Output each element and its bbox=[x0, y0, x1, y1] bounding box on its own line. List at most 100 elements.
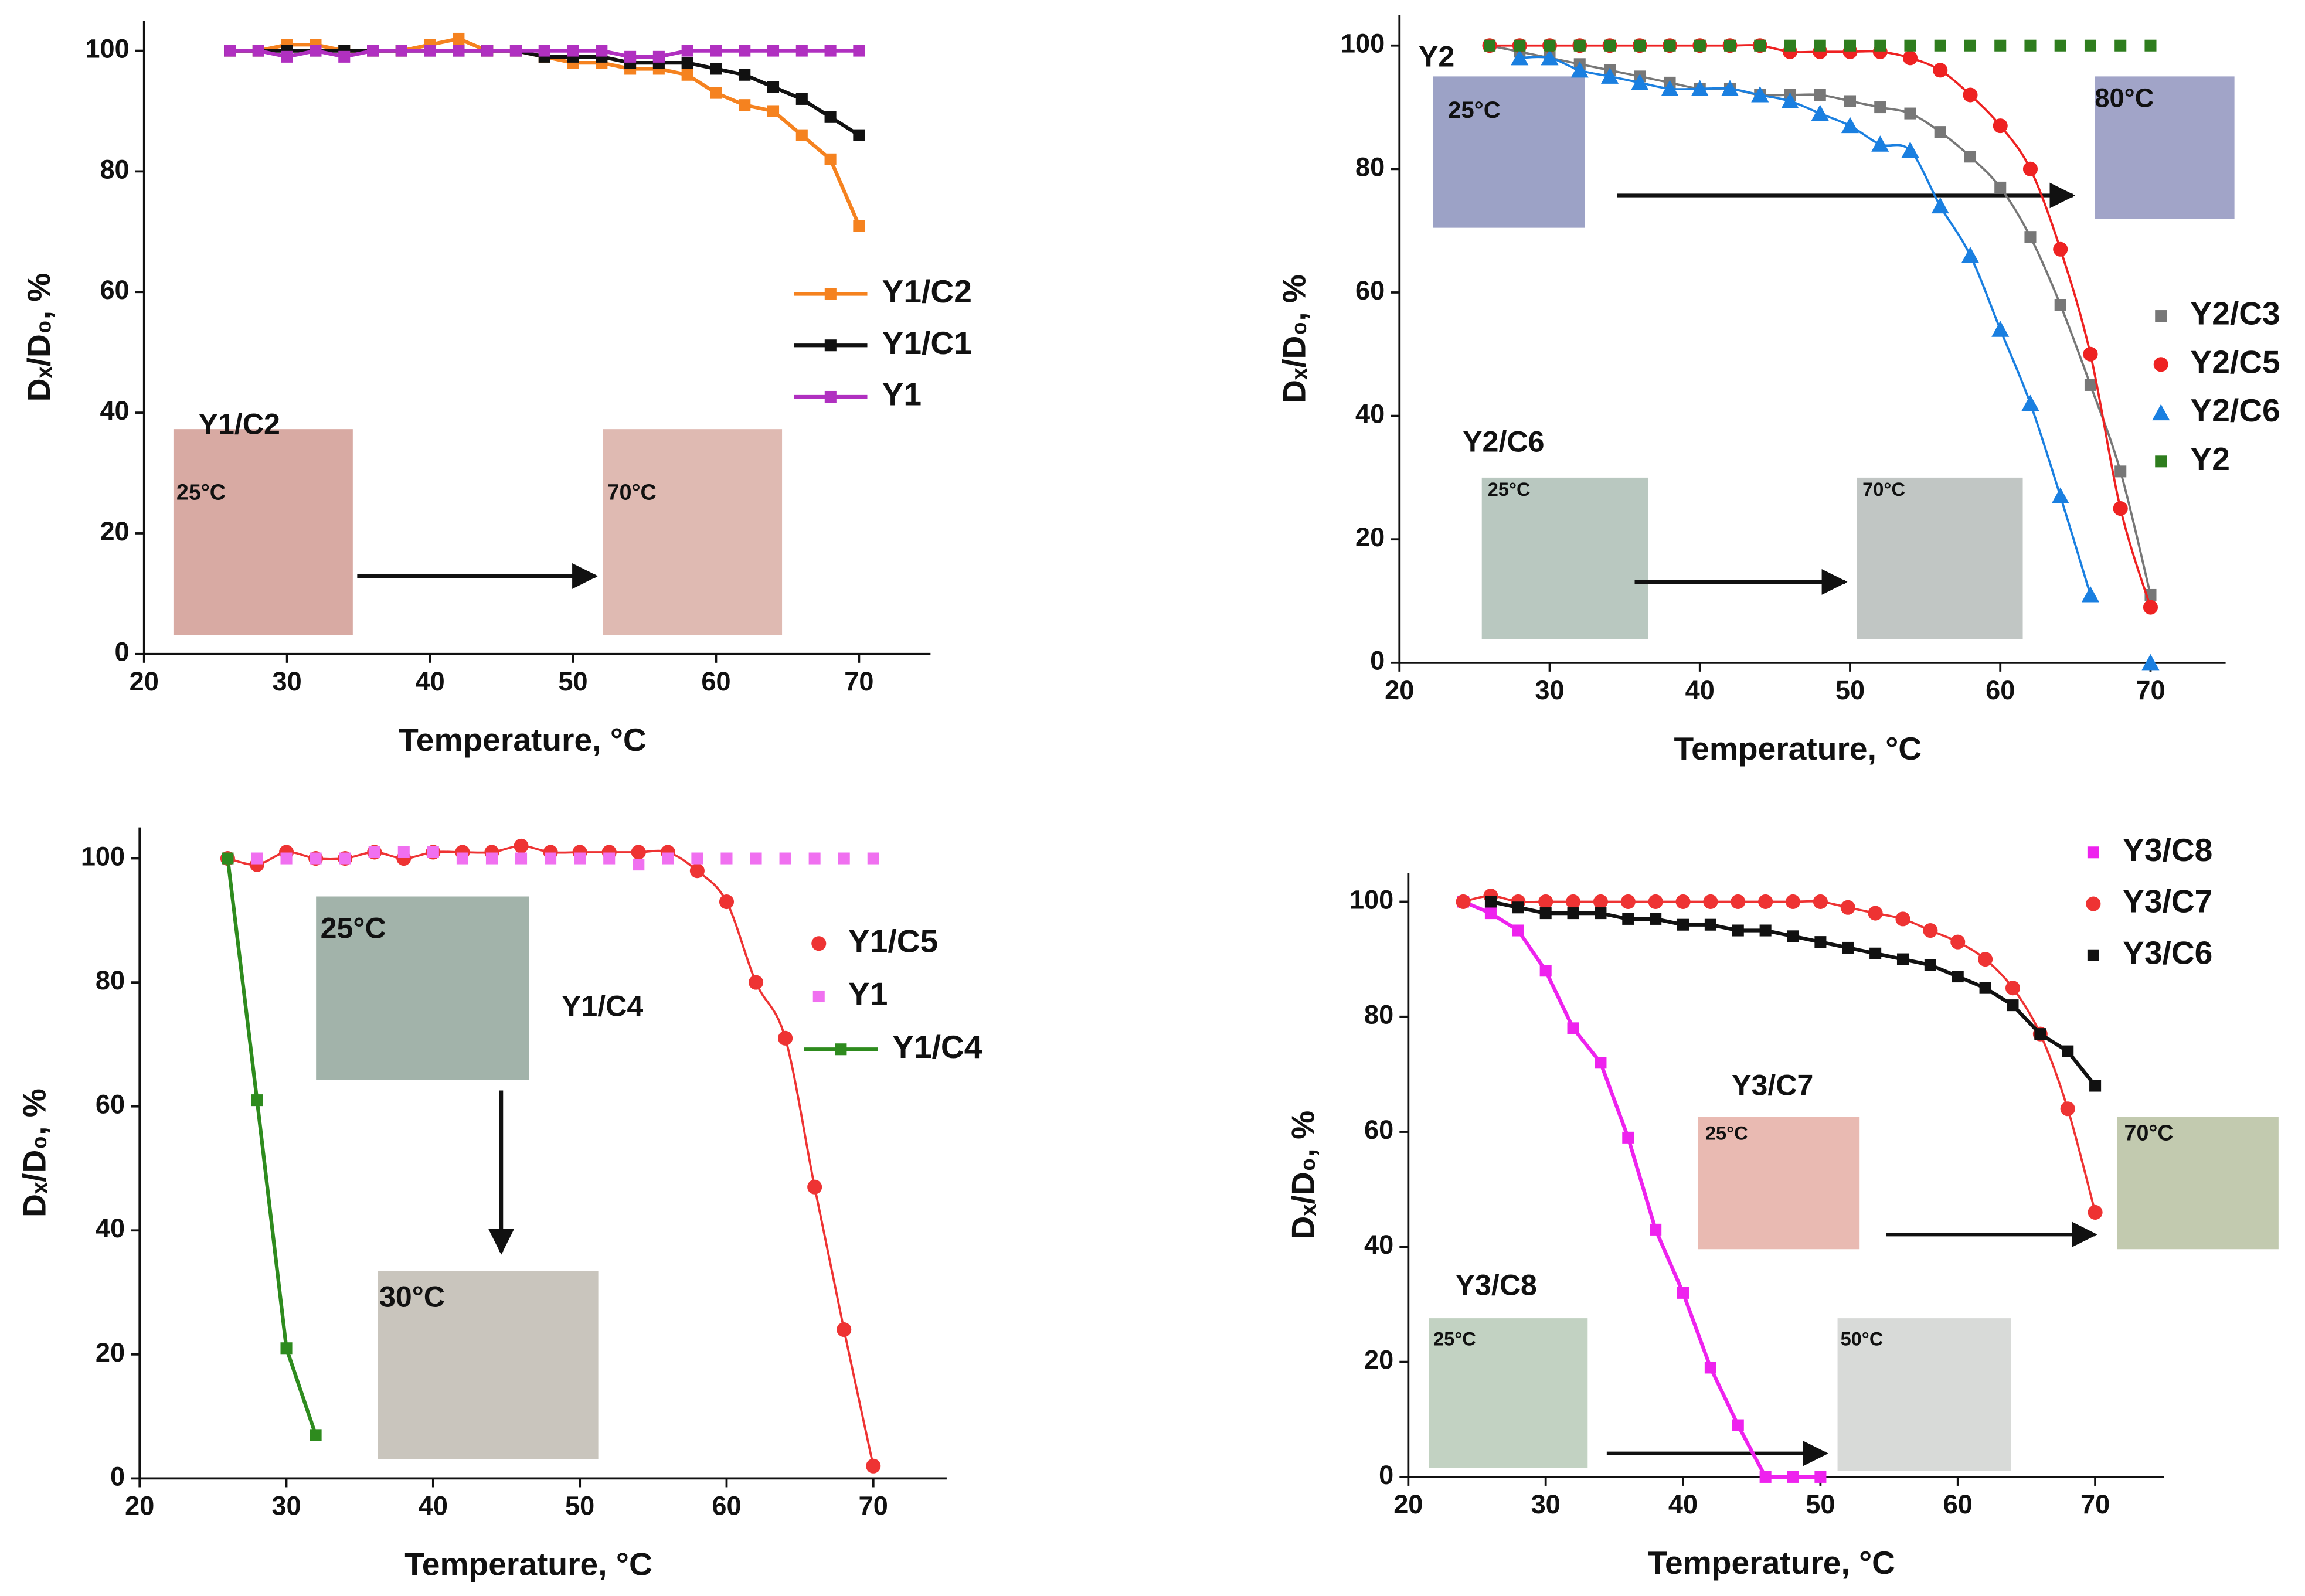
y-tick-label: 0 bbox=[1370, 646, 1385, 676]
data-point bbox=[778, 1030, 793, 1046]
x-tick-label: 70 bbox=[844, 666, 873, 696]
x-tick-label: 40 bbox=[1685, 675, 1715, 705]
annotation: Y1/C2 bbox=[199, 407, 280, 440]
data-point bbox=[1512, 901, 1524, 914]
data-point bbox=[2081, 586, 2100, 603]
data-point bbox=[1924, 959, 1936, 971]
series-line bbox=[230, 36, 861, 227]
data-point bbox=[1723, 39, 1736, 52]
data-point bbox=[2062, 1045, 2074, 1057]
data-point bbox=[1593, 894, 1608, 909]
data-point bbox=[1759, 924, 1772, 937]
y-tick-label: 0 bbox=[1379, 1460, 1393, 1490]
legend-label: Y1/C4 bbox=[892, 1029, 982, 1065]
x-tick-label: 50 bbox=[565, 1490, 594, 1520]
x-tick-label: 70 bbox=[2136, 675, 2165, 705]
data-point bbox=[1570, 61, 1589, 78]
series-line bbox=[1519, 56, 2092, 595]
x-tick-label: 30 bbox=[271, 1490, 301, 1520]
data-point bbox=[710, 87, 722, 99]
y-tick-label: 100 bbox=[1349, 884, 1393, 914]
annotation: 25°C bbox=[1488, 478, 1531, 500]
data-point bbox=[750, 852, 762, 865]
y-axis-label: Dₓ/D₀, % bbox=[1276, 274, 1312, 403]
data-point bbox=[1994, 181, 2007, 193]
data-point bbox=[748, 975, 764, 990]
x-tick-label: 20 bbox=[1385, 675, 1414, 705]
photo bbox=[1481, 477, 1648, 639]
y-tick-label: 60 bbox=[1364, 1115, 1393, 1145]
x-tick-label: 60 bbox=[701, 666, 730, 696]
data-point bbox=[545, 852, 557, 865]
y-tick-label: 40 bbox=[96, 1213, 125, 1243]
photo bbox=[2095, 76, 2235, 219]
x-tick-label: 60 bbox=[712, 1490, 741, 1520]
data-point bbox=[624, 50, 637, 63]
data-point bbox=[2024, 231, 2037, 243]
legend-marker bbox=[811, 936, 827, 951]
y-tick-label: 80 bbox=[1364, 1000, 1393, 1030]
data-point bbox=[1732, 1419, 1744, 1431]
y-tick-label: 80 bbox=[1355, 152, 1385, 182]
data-point bbox=[867, 852, 879, 865]
annotation: 25°C bbox=[321, 911, 386, 944]
data-point bbox=[662, 852, 674, 865]
data-point bbox=[1484, 896, 1497, 908]
data-point bbox=[424, 45, 436, 57]
data-point bbox=[1841, 117, 1859, 134]
data-point bbox=[739, 45, 751, 57]
y-tick-label: 80 bbox=[96, 965, 125, 995]
y-tick-label: 60 bbox=[100, 275, 129, 305]
legend-label: Y1 bbox=[848, 976, 888, 1012]
photo bbox=[1857, 477, 2023, 639]
data-point bbox=[1904, 107, 1916, 120]
data-point bbox=[453, 45, 465, 57]
data-point bbox=[1950, 934, 1966, 950]
legend-label: Y3/C6 bbox=[2123, 934, 2212, 971]
series-line bbox=[1462, 900, 1821, 1479]
data-point bbox=[280, 852, 293, 865]
photo bbox=[1429, 1318, 1588, 1468]
data-point bbox=[1456, 894, 1471, 909]
data-point bbox=[310, 1429, 322, 1441]
photo bbox=[1433, 76, 1585, 228]
y-tick-label: 40 bbox=[100, 396, 129, 426]
data-point bbox=[1704, 918, 1716, 931]
data-point bbox=[251, 852, 263, 865]
data-point bbox=[1648, 894, 1663, 909]
data-point bbox=[1511, 49, 1529, 66]
data-point bbox=[1844, 95, 1857, 107]
data-point bbox=[2088, 1204, 2103, 1220]
legend-marker bbox=[2155, 310, 2167, 322]
x-tick-label: 20 bbox=[1393, 1489, 1423, 1519]
y-tick-label: 20 bbox=[1355, 522, 1385, 552]
data-point bbox=[367, 45, 379, 57]
data-point bbox=[2022, 161, 2038, 176]
data-point bbox=[2084, 39, 2097, 52]
x-tick-label: 50 bbox=[1835, 675, 1865, 705]
data-point bbox=[2114, 465, 2127, 478]
x-axis-label: Temperature, °C bbox=[404, 1546, 652, 1582]
series-line bbox=[226, 858, 318, 1436]
data-point bbox=[1573, 39, 1586, 52]
legend-marker bbox=[2087, 846, 2099, 859]
data-point bbox=[222, 852, 234, 865]
data-point bbox=[2114, 39, 2127, 52]
data-point bbox=[1703, 894, 1718, 909]
data-point bbox=[1634, 39, 1646, 52]
data-point bbox=[1901, 141, 1919, 158]
data-point bbox=[739, 99, 751, 111]
data-point bbox=[280, 1342, 293, 1355]
data-point bbox=[2089, 1080, 2102, 1092]
x-tick-label: 30 bbox=[1535, 675, 1564, 705]
data-point bbox=[1993, 118, 2008, 134]
x-tick-label: 70 bbox=[859, 1490, 888, 1520]
y-axis-label: Dₓ/D₀, % bbox=[1284, 1111, 1321, 1240]
data-point bbox=[2054, 39, 2066, 52]
annotation: Y1/C4 bbox=[562, 989, 643, 1022]
data-point bbox=[1961, 246, 1980, 263]
data-point bbox=[1874, 101, 1886, 114]
data-point bbox=[795, 93, 808, 105]
data-point bbox=[514, 838, 529, 853]
photo bbox=[603, 429, 783, 635]
